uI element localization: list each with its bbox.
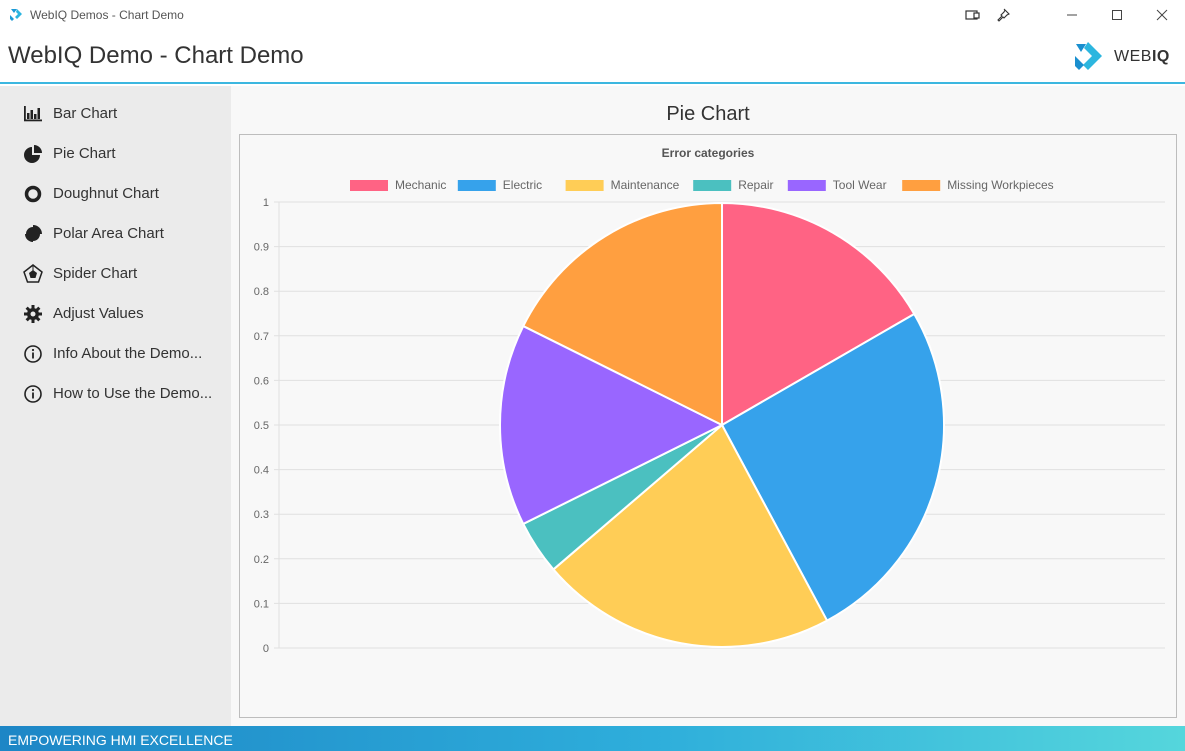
legend-label: Electric — [503, 178, 542, 192]
sidebar: Bar Chart Pie Chart Doughnut Chart Polar… — [0, 86, 231, 726]
chart-title: Error categories — [662, 146, 755, 160]
y-tick-label: 1 — [263, 197, 269, 209]
info-icon — [24, 345, 42, 363]
device-view-button[interactable] — [950, 0, 996, 30]
y-tick-label: 0.4 — [254, 465, 269, 477]
legend-label: Maintenance — [611, 178, 680, 192]
legend-label: Mechanic — [395, 178, 446, 192]
legend-swatch — [693, 180, 732, 191]
sidebar-item-info-about-demo[interactable]: Info About the Demo... — [0, 334, 231, 374]
pin-icon — [997, 8, 1010, 22]
footer-bar: EMPOWERING HMI EXCELLENCE — [0, 726, 1185, 751]
window-titlebar: WebIQ Demos - Chart Demo — [0, 0, 1185, 30]
footer-tagline: EMPOWERING HMI EXCELLENCE — [8, 732, 233, 748]
pie-slice-mechanic[interactable] — [721, 201, 916, 427]
sidebar-item-spider-chart[interactable]: Spider Chart — [0, 254, 231, 294]
pie-slice-tool-wear[interactable] — [499, 324, 725, 526]
bar-chart-icon — [24, 106, 42, 122]
sidebar-item-doughnut-chart[interactable]: Doughnut Chart — [0, 174, 231, 214]
legend-label: Tool Wear — [833, 178, 887, 192]
sidebar-item-how-to-use-demo[interactable]: How to Use the Demo... — [0, 374, 231, 414]
sidebar-item-label: Polar Area Chart — [53, 225, 164, 242]
window-title: WebIQ Demos - Chart Demo — [30, 8, 184, 22]
webiq-logo-text: WEBIQ — [1114, 48, 1170, 65]
device-icon — [965, 10, 980, 20]
y-tick-label: 0.6 — [254, 375, 269, 387]
legend-item[interactable]: Repair — [693, 178, 774, 192]
minimize-button[interactable] — [1049, 0, 1095, 30]
sidebar-item-label: Spider Chart — [53, 265, 138, 282]
pin-button[interactable] — [980, 0, 1026, 30]
sidebar-item-label: Bar Chart — [53, 105, 118, 122]
gear-icon — [24, 305, 42, 323]
sidebar-item-label: Info About the Demo... — [53, 345, 203, 362]
y-tick-label: 0.7 — [254, 331, 269, 343]
chart-legend: Mechanic Electric Maintenance Repair Tool We… — [350, 178, 1054, 192]
pie-chart: Error categories Mechanic Electric Mainten… — [254, 146, 1165, 655]
maximize-button[interactable] — [1094, 0, 1140, 30]
polar-area-chart-icon — [25, 225, 42, 242]
sidebar-item-label: How to Use the Demo... — [53, 385, 213, 402]
y-tick-label: 0 — [263, 643, 269, 655]
legend-item[interactable]: Electric — [457, 178, 542, 192]
app-header: WebIQ Demo - Chart Demo WEBIQ — [0, 30, 1185, 84]
legend-label: Repair — [738, 178, 773, 192]
sidebar-item-label: Doughnut Chart — [53, 185, 159, 202]
pie-chart-icon — [24, 145, 42, 163]
app-icon — [10, 9, 22, 21]
close-button[interactable] — [1139, 0, 1185, 30]
legend-swatch — [350, 180, 388, 191]
legend-item[interactable]: Missing Workpieces — [902, 178, 1054, 192]
y-tick-label: 0.3 — [254, 509, 269, 521]
y-tick-label: 0.9 — [254, 242, 269, 254]
webiq-logo-icon — [1075, 42, 1102, 70]
legend-label: Missing Workpieces — [947, 178, 1053, 192]
y-tick-label: 0.8 — [254, 286, 269, 298]
legend-item[interactable]: Mechanic — [350, 178, 446, 192]
pie-slice-maintenance[interactable] — [552, 423, 829, 648]
legend-item[interactable]: Maintenance — [565, 178, 680, 192]
webiq-logo: WEBIQ — [1072, 40, 1170, 74]
y-axis: 1 0.9 0.8 0.7 0.6 0.5 0.4 0.3 0.2 0.1 0 — [254, 197, 269, 655]
spider-chart-icon — [23, 264, 43, 283]
legend-swatch — [565, 180, 604, 191]
doughnut-chart-icon — [24, 185, 42, 203]
close-icon — [1156, 9, 1168, 21]
sidebar-item-label: Adjust Values — [53, 305, 144, 322]
sidebar-item-adjust-values[interactable]: Adjust Values — [0, 294, 231, 334]
pie-slice-missing-workpieces[interactable] — [521, 201, 723, 427]
y-tick-label: 0.2 — [254, 554, 269, 566]
y-tick-label: 0.1 — [254, 598, 269, 610]
minimize-icon — [1067, 14, 1077, 16]
sidebar-item-polar-area-chart[interactable]: Polar Area Chart — [0, 214, 231, 254]
legend-item[interactable]: Tool Wear — [787, 178, 887, 192]
legend-swatch — [787, 180, 826, 191]
legend-swatch — [457, 180, 496, 191]
legend-swatch — [902, 180, 941, 191]
info-icon — [24, 385, 42, 403]
sidebar-item-label: Pie Chart — [53, 145, 116, 162]
maximize-icon — [1112, 10, 1122, 20]
pie-slices — [499, 201, 945, 648]
chart-container: Error categories Mechanic Electric Mainten… — [239, 134, 1177, 718]
pie-slice-electric[interactable] — [720, 312, 945, 622]
sidebar-item-pie-chart[interactable]: Pie Chart — [0, 134, 231, 174]
page-header-title: WebIQ Demo - Chart Demo — [8, 42, 304, 69]
page-title: Pie Chart — [666, 103, 750, 125]
y-tick-label: 0.5 — [254, 420, 269, 432]
main-content: Pie Chart Error categories Mechanic Elect… — [231, 86, 1185, 726]
sidebar-item-bar-chart[interactable]: Bar Chart — [0, 94, 231, 134]
